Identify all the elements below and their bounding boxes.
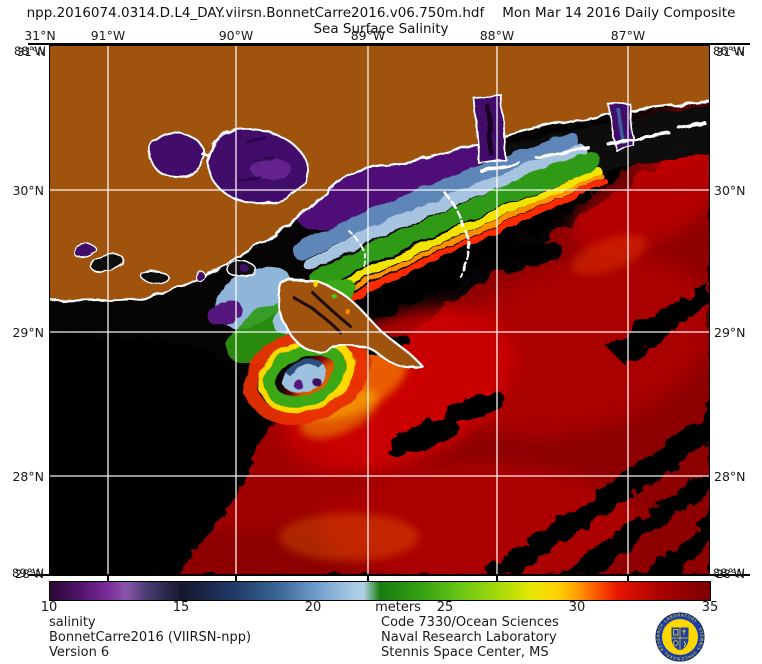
colorbar-gradient (50, 582, 710, 600)
lat-label-30n-left: 30°N (12, 183, 44, 198)
bottom-axis-tick (367, 576, 369, 581)
lat-label-28n-right: 28°N (714, 469, 746, 484)
lat-label-28n-left: 28°N (12, 469, 44, 484)
nrl-logo: NAVAL RESEARCH LABORATORY · STENNIS SPAC… (655, 612, 705, 662)
top-axis-line (28, 43, 750, 45)
credit-info: Code 7330/Ocean Sciences Naval Research … (381, 615, 559, 660)
lat-label-30n-right: 30°N (714, 183, 746, 198)
colorbar-tick-25: 25 (436, 600, 454, 615)
bottom-axis-tick (107, 576, 109, 581)
credit-code: Code 7330/Ocean Sciences (381, 615, 559, 630)
colorbar-tick-10: 10 (40, 600, 58, 615)
colorbar-unit-label: meters (375, 600, 421, 615)
lon-label-87w: 87°W (610, 28, 646, 43)
colorbar (49, 581, 711, 601)
page-title: Sea Surface Salinity (313, 21, 449, 37)
salinity-map (39, 35, 737, 585)
colorbar-tick-30: 30 (568, 600, 586, 615)
bottom-axis-tick (496, 576, 498, 581)
colorbar-tick-20: 20 (304, 600, 322, 615)
bottom-axis-line (28, 574, 750, 576)
colorbar-tick-15: 15 (172, 600, 190, 615)
colorbar-tick-35: 35 (701, 600, 719, 615)
bottom-axis-tick (627, 576, 629, 581)
product-parameter: salinity (49, 615, 96, 630)
lat-label-29n-left: 29°N (12, 325, 44, 340)
lon-label-89w: 89°W (350, 28, 386, 43)
lat-label-31n: 31°N (24, 28, 56, 43)
lon-label-88w: 88°W (479, 28, 515, 43)
credit-center: Stennis Space Center, MS (381, 644, 549, 660)
product-info: salinity BonnetCarre2016 (VIIRSN-npp) Ve… (49, 615, 252, 660)
composite-date-text: Mon Mar 14 2016 Daily Composite (502, 5, 736, 21)
lon-label-90w: 90°W (218, 28, 254, 43)
title-bar: npp.2016074.0314.D.L4_DAY.viirsn.BonnetC… (0, 5, 762, 21)
product-version: Version 6 (49, 644, 110, 660)
graticule (49, 45, 710, 575)
corner-label-bottom-left: 89°W 28°N (12, 566, 44, 581)
corner-label-top-right: 86°W 31°N (713, 44, 745, 59)
product-region: BonnetCarre2016 (VIIRSN-npp) (49, 629, 252, 645)
corner-label-bottom-right: 88°W 28°N (713, 566, 745, 581)
salinity-map-canvas (39, 35, 737, 585)
lon-label-91w: 91°W (90, 28, 126, 43)
corner-label-top-left: 88°W 31°N (14, 44, 46, 59)
bottom-axis-tick (235, 576, 237, 581)
lat-label-29n-right: 29°N (714, 325, 746, 340)
credit-lab: Naval Research Laboratory (381, 629, 557, 645)
filename-text: npp.2016074.0314.D.L4_DAY.viirsn.BonnetC… (26, 5, 485, 21)
